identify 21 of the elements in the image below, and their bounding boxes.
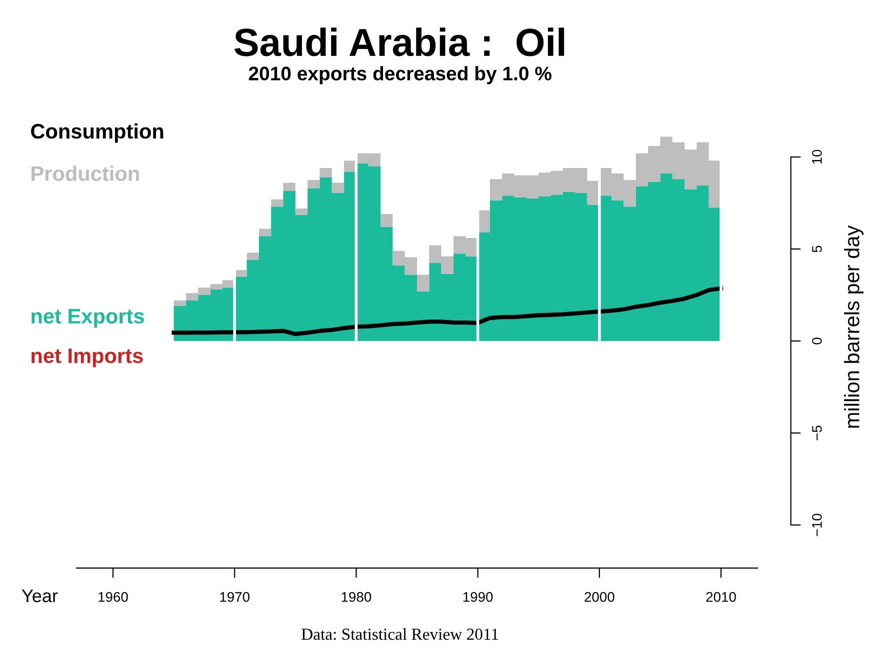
series-label: net Exports xyxy=(32,309,144,328)
x-tick-label: 1990 xyxy=(463,592,493,602)
x-tick-label: 1980 xyxy=(342,592,372,602)
x-tick-label: 1970 xyxy=(220,592,250,602)
line-series xyxy=(172,286,724,336)
y-tick-label: 5 xyxy=(812,246,822,252)
y-tick-label: −5 xyxy=(812,426,822,440)
x-tick-label: 2010 xyxy=(706,592,736,602)
x-axis-title: Year xyxy=(22,590,58,602)
y-tick-label: 10 xyxy=(812,150,822,164)
y-axis-title: million barrels per day xyxy=(844,225,864,428)
chart-subtitle: 2010 exports decreased by 1.0 % xyxy=(248,66,552,84)
text: Data: Statistical Review 2011 xyxy=(302,628,498,640)
legend-label: net Imports xyxy=(32,348,143,368)
x-tick-label: 2000 xyxy=(584,592,614,602)
text: Production xyxy=(32,166,139,181)
y-tick-label: −10 xyxy=(812,514,822,536)
chart-title: Saudi Arabia : Oil xyxy=(234,28,564,56)
y-tick-label: 0 xyxy=(812,338,822,344)
text: Consumption xyxy=(31,123,164,143)
x-tick-label: 1960 xyxy=(98,592,128,602)
